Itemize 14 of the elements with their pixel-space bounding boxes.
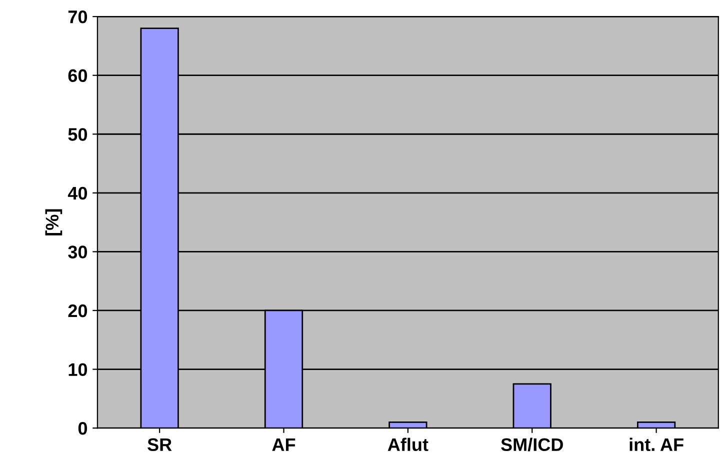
y-tick-label: 10 — [68, 363, 88, 376]
y-tick-label: 30 — [68, 246, 88, 258]
x-tick-label: int. AF — [630, 438, 684, 452]
x-tick-label: Aflut — [388, 438, 428, 452]
x-tick-label: SR — [148, 438, 172, 452]
y-axis-title: [%] — [45, 209, 62, 236]
y-tick-label: 20 — [68, 304, 88, 318]
y-tick-label: 0 — [78, 422, 88, 435]
x-tick-label: SM/ICD — [501, 438, 563, 452]
y-tick-label: 40 — [68, 186, 88, 200]
y-tick-label: 50 — [68, 128, 88, 141]
x-tick-label: AF — [272, 438, 296, 451]
y-tick-label: 60 — [68, 69, 88, 82]
y-tick-label: 70 — [68, 10, 88, 24]
